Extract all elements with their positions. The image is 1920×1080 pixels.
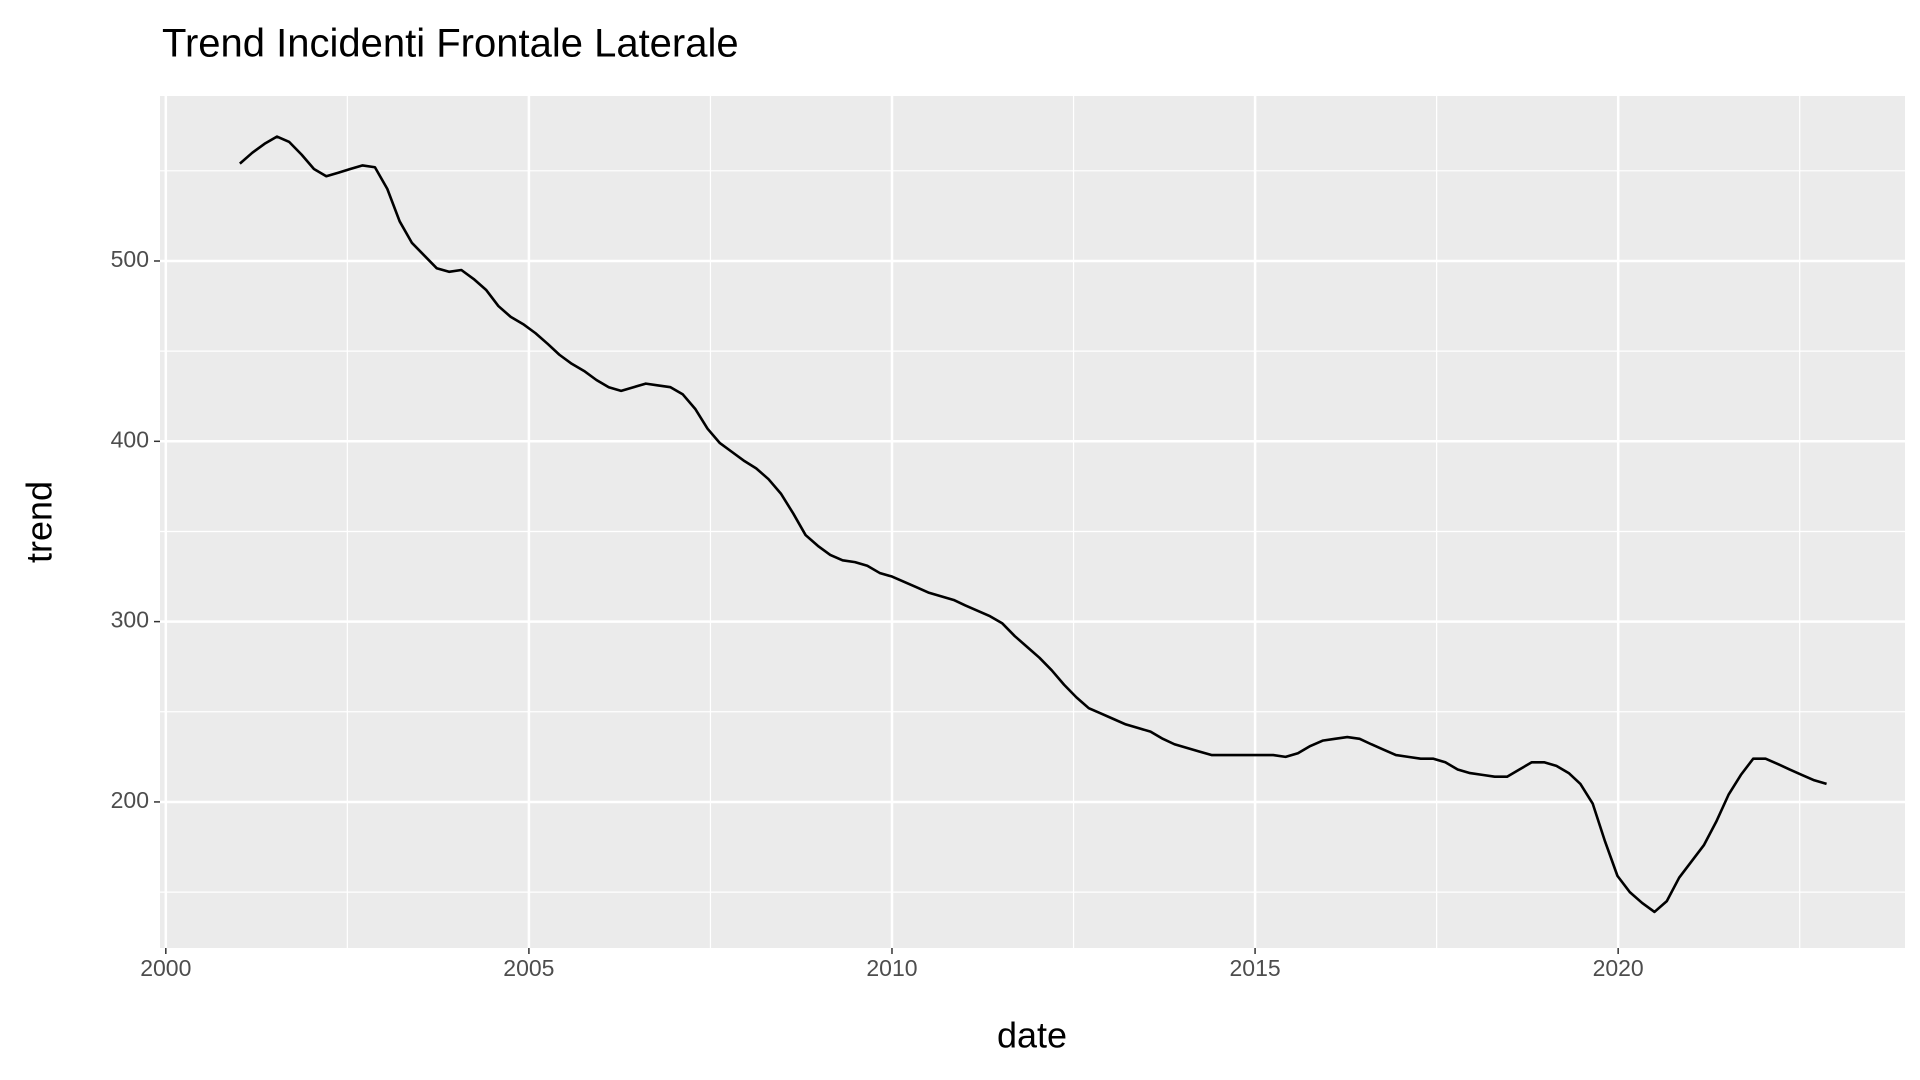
x-tick-label: 2020 <box>1593 955 1644 981</box>
trend-line <box>239 135 1827 914</box>
x-tick-label: 2000 <box>140 955 191 981</box>
y-tick-label: 200 <box>111 787 149 813</box>
x-axis-title: date <box>997 1015 1067 1056</box>
y-axis-title: trend <box>19 481 60 563</box>
x-tick-label: 2005 <box>503 955 554 981</box>
chart-title: Trend Incidenti Frontale Laterale <box>162 22 739 66</box>
x-tick-label: 2010 <box>866 955 917 981</box>
x-tick-label: 2015 <box>1229 955 1280 981</box>
y-tick-label: 500 <box>111 246 149 272</box>
plot-panel <box>160 96 1905 948</box>
y-tick-label: 400 <box>111 426 149 452</box>
y-tick-label: 300 <box>111 607 149 633</box>
